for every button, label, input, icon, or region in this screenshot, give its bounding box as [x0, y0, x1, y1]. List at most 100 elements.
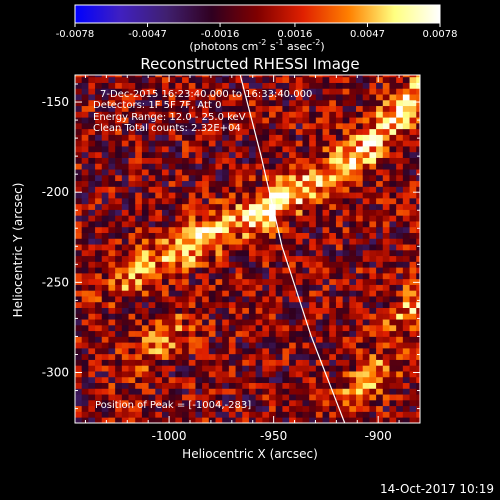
heatmap-cell	[235, 290, 243, 297]
heatmap-cell	[369, 324, 377, 332]
heatmap-cell	[289, 209, 297, 216]
heatmap-cell	[215, 157, 223, 164]
heatmap-cell	[269, 342, 277, 349]
heatmap-cell	[141, 209, 149, 216]
heatmap-cell	[402, 249, 410, 257]
heatmap-cell	[168, 134, 176, 141]
heatmap-cell	[389, 99, 397, 107]
heatmap-cell	[335, 249, 344, 257]
heatmap-cell	[269, 180, 277, 187]
heatmap-cell	[396, 417, 404, 423]
heatmap-cell	[208, 122, 216, 130]
heatmap-cell	[208, 255, 216, 262]
heatmap-cell	[215, 301, 223, 308]
heatmap-cell	[242, 359, 250, 366]
heatmap-cell	[121, 278, 129, 285]
heatmap-cell	[409, 278, 417, 285]
heatmap-cell	[222, 290, 230, 297]
heatmap-cell	[402, 313, 410, 320]
heatmap-cell	[295, 221, 303, 228]
heatmap-cell	[115, 203, 123, 210]
heatmap-cell	[108, 134, 116, 141]
heatmap-cell	[182, 180, 190, 187]
heatmap-cell	[295, 324, 303, 332]
heatmap-cell	[349, 221, 357, 228]
heatmap-cell	[315, 75, 323, 78]
heatmap-cell	[228, 203, 236, 210]
heatmap-cell	[168, 359, 176, 366]
heatmap-cell	[108, 209, 116, 216]
heatmap-cell	[369, 134, 377, 141]
heatmap-cell	[195, 192, 203, 199]
heatmap-cell	[81, 353, 89, 360]
heatmap-cell	[75, 255, 83, 262]
heatmap-cell	[175, 157, 183, 164]
heatmap-cell	[175, 146, 183, 153]
heatmap-cell	[101, 353, 109, 360]
heatmap-cell	[409, 347, 417, 355]
heatmap-cell	[215, 215, 223, 222]
heatmap-cell	[161, 267, 170, 274]
heatmap-cell	[255, 411, 263, 418]
heatmap-cell	[222, 94, 230, 101]
heatmap-cell	[269, 94, 277, 101]
heatmap-cell	[141, 169, 149, 176]
heatmap-cell	[409, 226, 417, 233]
heatmap-cell	[228, 307, 236, 314]
heatmap-cell	[148, 347, 156, 355]
heatmap-cell	[121, 163, 129, 170]
heatmap-cell	[396, 347, 404, 355]
heatmap-cell	[269, 232, 277, 239]
heatmap-cell	[382, 209, 390, 216]
heatmap-cell	[188, 278, 196, 285]
heatmap-cell	[342, 272, 350, 280]
heatmap-cell	[188, 174, 196, 182]
heatmap-cell	[396, 221, 404, 228]
heatmap-cell	[242, 353, 250, 360]
heatmap-cell	[188, 75, 196, 78]
heatmap-cell	[255, 75, 263, 78]
heatmap-cell	[88, 278, 96, 285]
heatmap-cell	[208, 157, 216, 164]
heatmap-cell	[389, 151, 397, 158]
heatmap-cell	[342, 82, 350, 89]
heatmap-cell	[269, 134, 277, 141]
heatmap-cell	[208, 232, 216, 239]
heatmap-cell	[95, 290, 103, 297]
heatmap-cell	[335, 284, 344, 291]
heatmap-cell	[88, 99, 96, 107]
heatmap-cell	[88, 313, 96, 320]
heatmap-cell	[335, 255, 344, 262]
heatmap-cell	[128, 249, 136, 257]
heatmap-cell	[322, 105, 330, 112]
heatmap-cell	[168, 215, 176, 222]
heatmap-cell	[416, 215, 420, 222]
heatmap-cell	[168, 128, 176, 135]
heatmap-cell	[255, 365, 263, 372]
heatmap-cell	[108, 163, 116, 170]
heatmap-cell	[242, 313, 250, 320]
heatmap-cell	[356, 278, 364, 285]
heatmap-cell	[195, 221, 203, 228]
heatmap-cell	[202, 128, 210, 135]
heatmap-cell	[128, 111, 136, 118]
heatmap-cell	[175, 203, 183, 210]
heatmap-cell	[382, 296, 390, 303]
heatmap-cell	[235, 226, 243, 233]
heatmap-cell	[188, 244, 196, 251]
heatmap-cell	[282, 226, 290, 233]
heatmap-cell	[115, 365, 123, 372]
heatmap-cell	[302, 99, 310, 107]
heatmap-cell	[175, 278, 183, 285]
heatmap-cell	[95, 174, 103, 182]
heatmap-cell	[141, 371, 149, 378]
heatmap-cell	[302, 382, 310, 389]
heatmap-cell	[188, 249, 196, 257]
heatmap-cell	[228, 267, 236, 274]
heatmap-cell	[248, 371, 257, 378]
heatmap-cell	[396, 388, 404, 395]
heatmap-cell	[208, 365, 216, 372]
heatmap-cell	[396, 157, 404, 164]
heatmap-cell	[208, 359, 216, 366]
heatmap-cell	[289, 94, 297, 101]
